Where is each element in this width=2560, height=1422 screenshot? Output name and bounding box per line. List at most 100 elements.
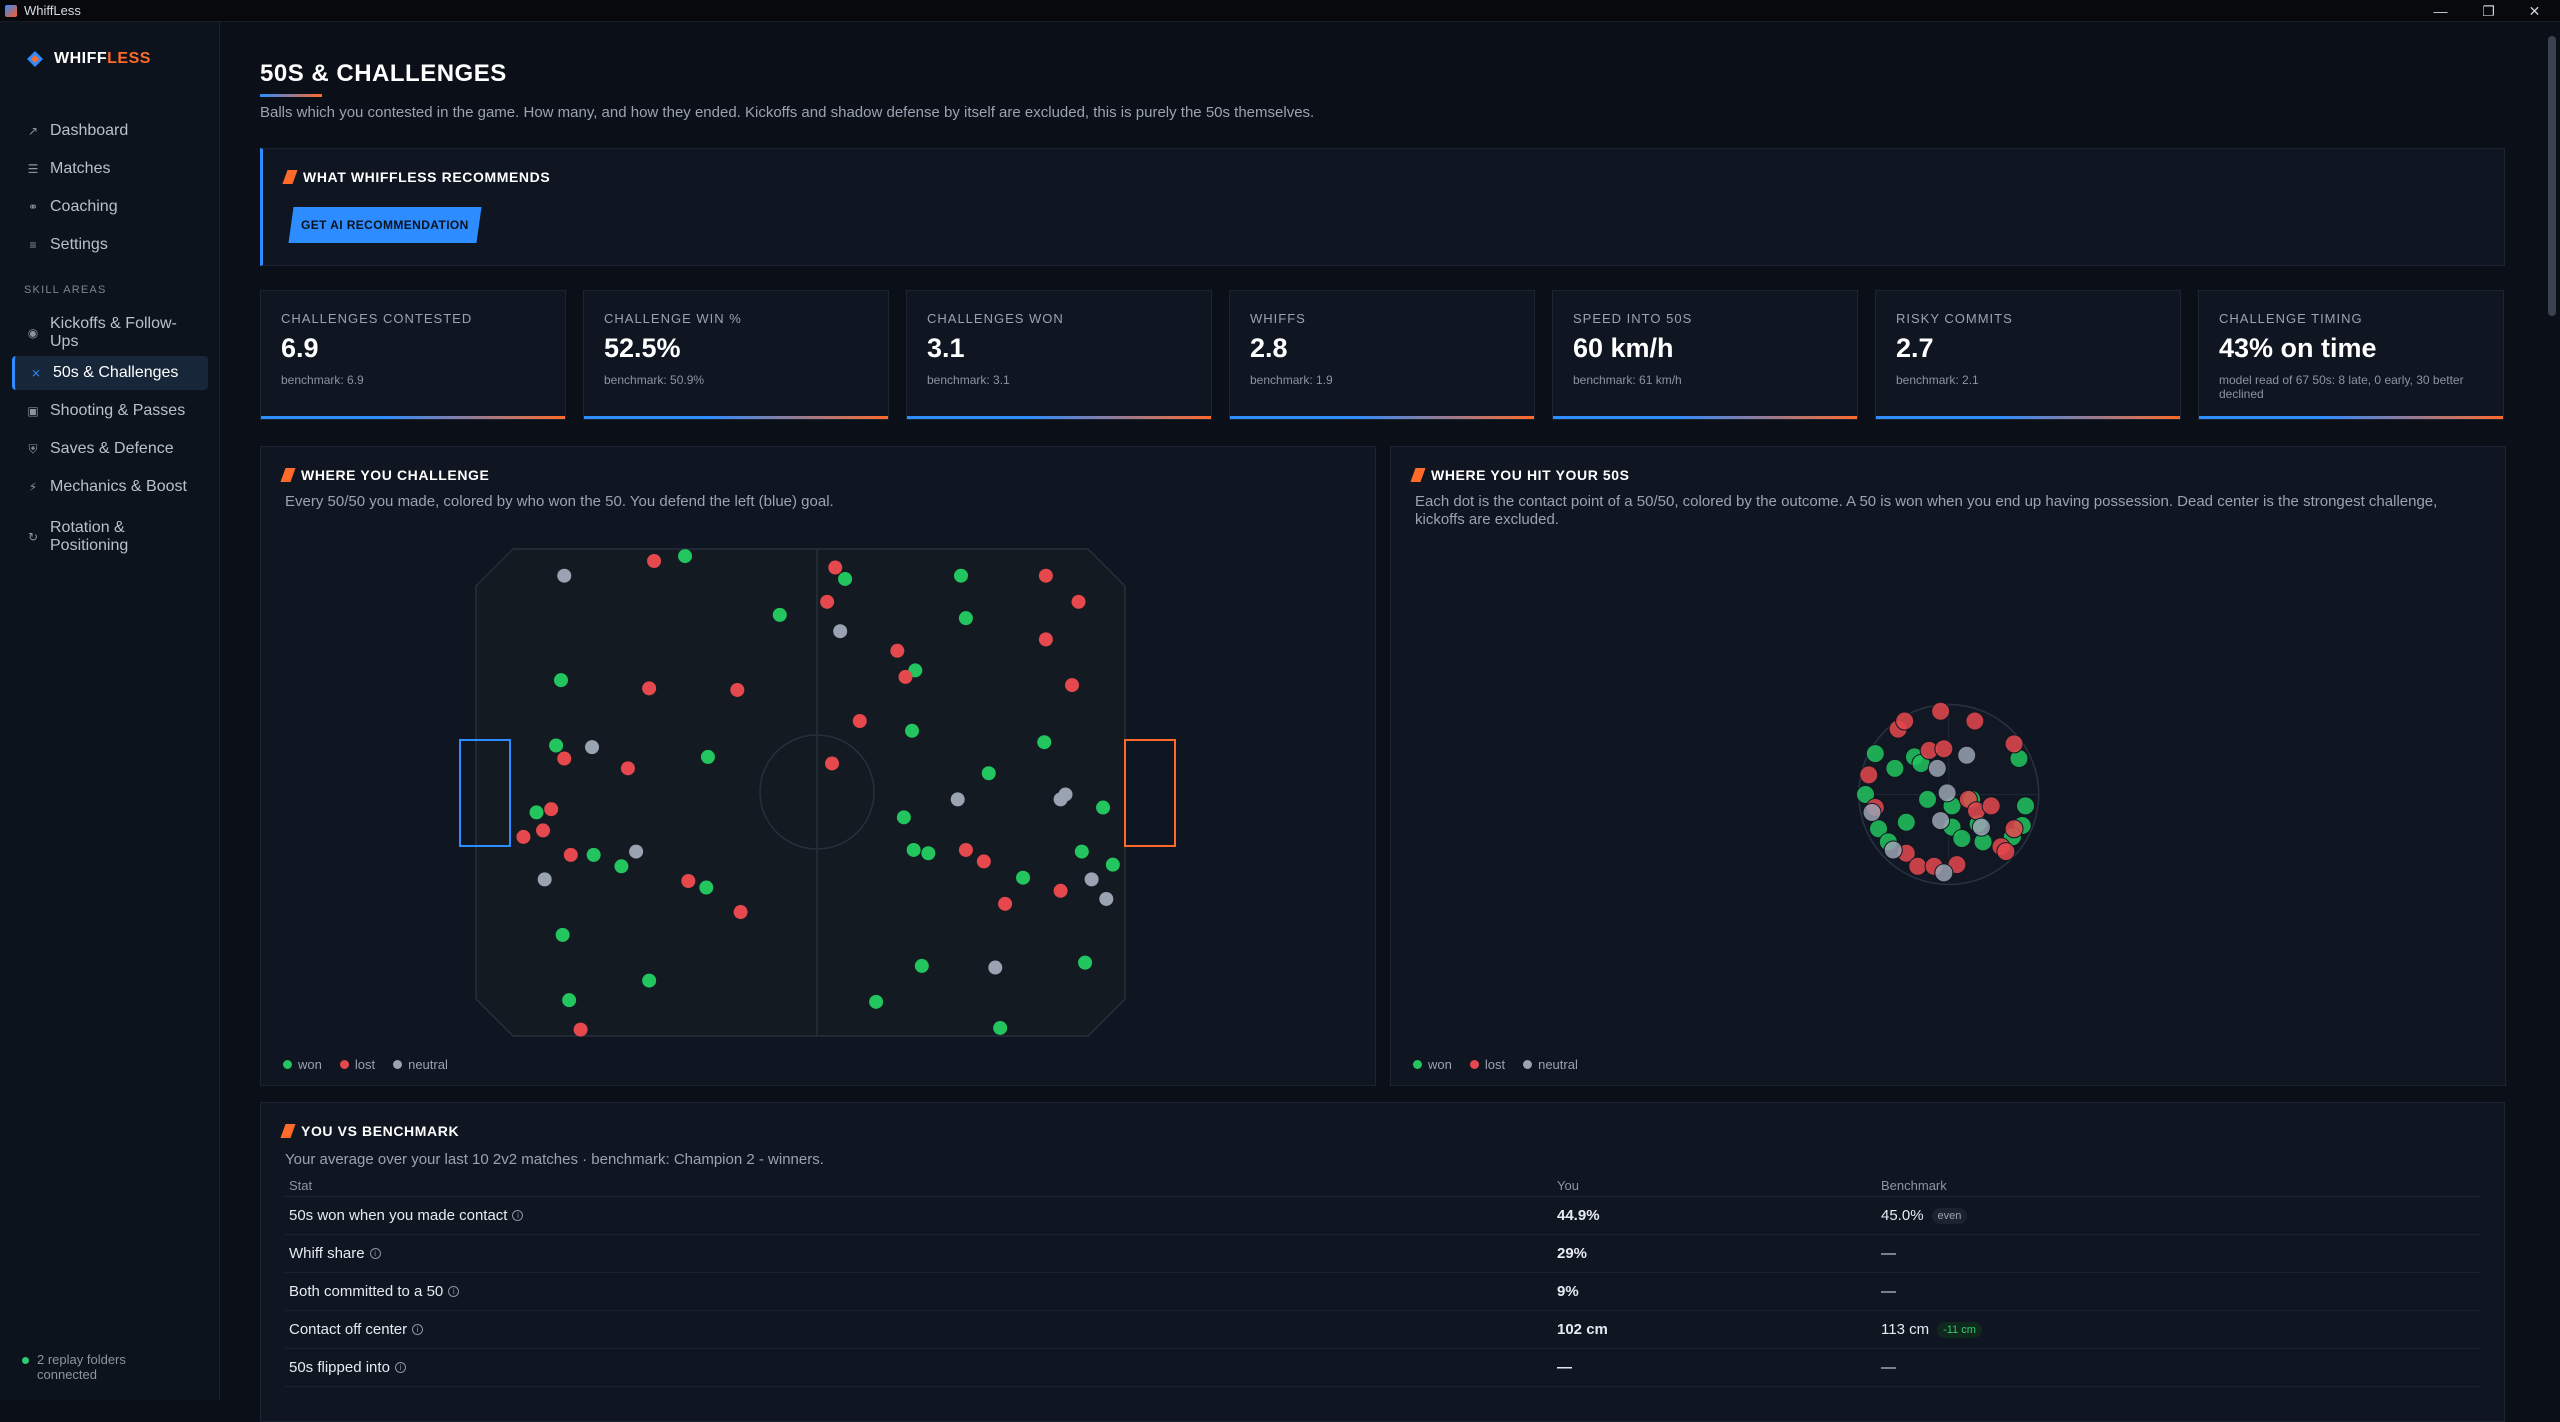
table-row: Contact off center i 102 cm 113 cm -11 cm	[285, 1311, 2481, 1349]
stat-accent-bar	[1553, 416, 1857, 419]
won-contact-dot	[1918, 789, 1938, 809]
stat-benchmark: benchmark: 6.9	[281, 373, 364, 387]
neutral-contact-dot	[1971, 817, 1991, 837]
row-you-value: 29%	[1557, 1245, 1588, 1262]
sidebar-item-shooting[interactable]: ▣ Shooting & Passes	[12, 394, 208, 428]
table-row: 50s won when you made contact i 44.9% 45.0%…	[285, 1197, 2481, 1235]
won-challenge-dot	[954, 568, 968, 583]
where-you-challenge-desc: Every 50/50 you made, colored by who won…	[285, 493, 834, 510]
lost-challenge-dot	[544, 802, 559, 817]
row-stat-label: 50s won when you made contact	[289, 1207, 508, 1224]
won-challenge-dot	[838, 571, 853, 586]
stat-benchmark: benchmark: 2.1	[1896, 373, 1979, 387]
info-icon[interactable]: i	[369, 1248, 381, 1259]
sidebar-item-saves[interactable]: ⛨ Saves & Defence	[12, 432, 208, 466]
won-challenge-dot	[1016, 870, 1031, 885]
won-contact-dot	[1855, 784, 1875, 804]
sidebar-item-kickoffs[interactable]: ◉ Kickoffs & Follow-Ups	[12, 310, 208, 356]
stat-card-challenge-win: CHALLENGE WIN % 52.5% benchmark: 50.9%	[583, 290, 889, 420]
sidebar-item-label: Kickoffs & Follow-Ups	[50, 315, 177, 350]
replay-status: 2 replay folders connected	[22, 1352, 147, 1382]
scrollbar-thumb[interactable]	[2548, 36, 2556, 316]
stat-value: 52.5%	[604, 333, 681, 363]
neutral-contact-dot	[1931, 811, 1951, 831]
stat-benchmark: benchmark: 1.9	[1250, 373, 1333, 387]
restore-icon[interactable]: ❐	[2482, 2, 2495, 19]
sidebar-item-mechanics[interactable]: ⚡ Mechanics & Boost	[12, 470, 208, 504]
benchmark-table: Stat You Benchmark 50s won when you made…	[285, 1175, 2481, 1387]
get-ai-recommendation-button[interactable]: GET AI RECOMMENDATION	[288, 207, 482, 243]
sidebar-item-coaching[interactable]: ⚭ Coaching	[12, 190, 208, 224]
sidebar-item-matches[interactable]: ☰ Matches	[12, 152, 208, 186]
won-challenge-dot	[555, 927, 570, 942]
stat-label: RISKY COMMITS	[1896, 311, 2013, 326]
lost-challenge-dot	[681, 874, 696, 888]
stat-value: 6.9	[281, 333, 319, 363]
stat-accent-bar	[907, 416, 1211, 419]
chart-icon: ↗	[27, 124, 39, 138]
lost-challenge-dot	[890, 643, 905, 658]
benchmark-title: YOU VS BENCHMARK	[280, 1123, 459, 1139]
sidebar-item-dashboard[interactable]: ↗ Dashboard	[12, 114, 208, 148]
sidebar-item-rotation[interactable]: ↻ Rotation & Positioning	[12, 514, 208, 560]
legend-lost-label: lost	[354, 1057, 376, 1072]
legend-neutral-label: neutral	[1538, 1057, 1578, 1072]
stat-card-challenges-contested: CHALLENGES CONTESTED 6.9 benchmark: 6.9	[260, 290, 566, 420]
neutral-dot-icon	[1523, 1060, 1533, 1069]
scrollbar[interactable]	[2545, 22, 2560, 1400]
won-challenge-dot	[958, 611, 973, 626]
brand-name-b: LESS	[107, 50, 151, 67]
lost-challenge-dot	[1071, 594, 1086, 609]
legend-lost: lost	[339, 1057, 376, 1072]
benchmark-panel: YOU VS BENCHMARK Your average over your …	[260, 1102, 2505, 1422]
stat-label: WHIFFS	[1250, 311, 1306, 326]
benchmark-desc: Your average over your last 10 2v2 match…	[285, 1151, 824, 1168]
row-stat: 50s won when you made contact i	[285, 1207, 1557, 1224]
lost-challenge-dot	[1038, 568, 1053, 583]
table-row: Both committed to a 50 i 9% —	[285, 1273, 2481, 1311]
minimize-icon[interactable]: —	[2433, 3, 2448, 19]
lost-challenge-dot	[536, 823, 551, 838]
stat-accent-bar	[261, 416, 565, 419]
won-contact-dot	[2015, 796, 2035, 816]
info-icon[interactable]: i	[394, 1362, 406, 1373]
lost-challenge-dot	[642, 681, 657, 696]
sliders-icon: ≡	[29, 238, 37, 252]
lost-challenge-dot	[898, 669, 913, 684]
row-stat: Both committed to a 50 i	[285, 1283, 1557, 1300]
sidebar-item-settings[interactable]: ≡ Settings	[12, 228, 208, 262]
contact-legend: won lost neutral	[1413, 1057, 1578, 1072]
lost-contact-dot	[1996, 842, 2016, 862]
won-challenge-dot	[614, 859, 629, 874]
lost-challenge-dot	[516, 829, 531, 844]
info-icon[interactable]: i	[512, 1210, 524, 1221]
close-icon[interactable]: ✕	[2528, 2, 2541, 19]
slash-icon	[282, 170, 298, 184]
info-icon[interactable]: i	[412, 1324, 424, 1335]
stat-accent-bar	[584, 416, 888, 419]
neutral-challenge-dot	[629, 844, 644, 859]
legend-won-label: won	[298, 1057, 322, 1072]
won-challenge-dot	[921, 846, 936, 861]
row-benchmark: 113 cm -11 cm	[1881, 1321, 2481, 1338]
sidebar-item-50s-challenges[interactable]: ⨯ 50s & Challenges	[12, 356, 208, 390]
row-you-value: 44.9%	[1557, 1207, 1600, 1224]
row-stat-label: Both committed to a 50	[289, 1283, 444, 1300]
won-challenge-dot	[772, 607, 787, 622]
table-row: Whiff share i 29% —	[285, 1235, 2481, 1273]
lost-challenge-dot	[825, 756, 840, 771]
neutral-challenge-dot	[833, 624, 848, 639]
brand-logo[interactable]: WHIFFLESS	[26, 50, 151, 68]
where-you-hit-desc: Each dot is the contact point of a 50/50…	[1415, 493, 2438, 528]
eye-icon: ◉	[27, 326, 39, 340]
section-label-skill-areas: SKILL AREAS	[24, 284, 107, 296]
list-icon: ☰	[27, 162, 39, 176]
won-challenge-dot	[993, 1020, 1008, 1035]
stat-card-speed-into-50s: SPEED INTO 50S 60 km/h benchmark: 61 km/…	[1552, 290, 1858, 420]
sidebar-item-label: Mechanics & Boost	[50, 478, 187, 495]
pitch-map	[459, 548, 1176, 1037]
legend-won: won	[283, 1057, 322, 1072]
lost-challenge-dot	[730, 682, 745, 697]
row-benchmark: 45.0% even	[1881, 1207, 2481, 1224]
info-icon[interactable]: i	[448, 1286, 460, 1297]
